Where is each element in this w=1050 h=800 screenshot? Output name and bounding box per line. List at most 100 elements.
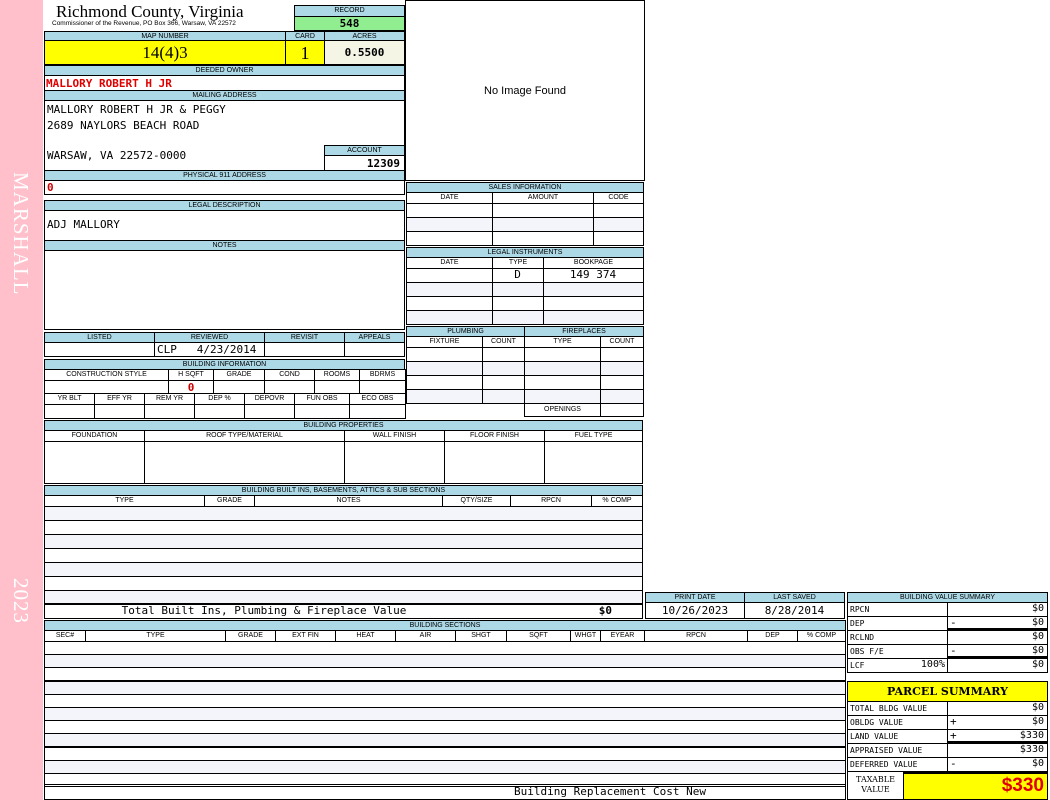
legal-description-value: ADJ MALLORY — [47, 218, 120, 231]
parcel-summary-row-label: LAND VALUE — [847, 729, 948, 744]
properties-cell — [44, 441, 145, 484]
parcel-summary-row-label: DEFERRED VALUE — [847, 757, 948, 772]
parcel-summary-row-label: APPRAISED VALUE — [847, 743, 948, 758]
building-section-row — [44, 641, 846, 655]
revisit-value — [264, 342, 345, 357]
building-section-row — [44, 733, 846, 748]
building-section-row — [44, 654, 846, 669]
record-value: 548 — [294, 16, 405, 31]
properties-cell — [544, 441, 643, 484]
instrument-row-cell — [543, 282, 644, 297]
fireplace-row-cell — [524, 375, 601, 390]
bvs-row-label: OBS F/E — [847, 644, 948, 659]
instrument-row-cell — [492, 282, 544, 297]
parcel-summary-row-label: OBLDG VALUE — [847, 715, 948, 730]
bvs-row-label: DEP — [847, 616, 948, 631]
sales-row-cell — [593, 203, 644, 218]
fireplace-row-cell — [600, 361, 644, 376]
building-section-row — [44, 773, 846, 787]
parcel-summary-value-cell — [947, 729, 1048, 744]
notes-area — [44, 250, 405, 330]
physical-address: 0 — [44, 180, 405, 195]
plumbing-row-cell — [406, 375, 483, 390]
sales-row-cell — [406, 203, 493, 218]
bvs-row-value: $0 — [1031, 659, 1044, 670]
built-ins-row — [44, 576, 643, 591]
instrument-type: D — [514, 268, 521, 281]
taxable-value-label: TAXABLE VALUE — [847, 771, 904, 800]
parcel-summary-sign — [950, 701, 962, 715]
building-section-row — [44, 667, 846, 682]
building-info-cell — [359, 380, 406, 394]
parcel-summary-value: $0 — [1031, 758, 1044, 769]
county-title: Richmond County, Virginia — [56, 2, 244, 21]
sales-row-cell — [492, 203, 594, 218]
fireplace-row-cell — [524, 347, 601, 362]
plumbing-row-cell — [406, 389, 483, 404]
appeals-value — [344, 342, 405, 357]
bvs-row-sign: - — [950, 644, 957, 657]
sales-row-cell — [593, 231, 644, 246]
plumbing-row-cell — [482, 389, 525, 404]
building-section-row — [44, 680, 846, 695]
openings-label: OPENINGS — [524, 403, 601, 417]
sales-row-cell — [492, 231, 594, 246]
parcel-summary-sign: - — [950, 757, 957, 770]
building-section-row — [44, 720, 846, 735]
instrument-row-cell — [406, 282, 493, 297]
built-ins-total-value: $0 — [598, 604, 612, 617]
property-image-placeholder: No Image Found — [405, 0, 645, 181]
parcel-summary-label: PARCEL SUMMARY — [847, 681, 1048, 702]
building-info-cell — [144, 404, 195, 419]
instrument-row-cell — [406, 310, 493, 325]
building-section-row — [44, 759, 846, 774]
bvs-row-sign — [950, 658, 962, 672]
bvs-row-value: $0 — [1031, 645, 1044, 656]
bvs-row-label: RCLND — [847, 630, 948, 645]
parcel-summary-value: $330 — [1019, 730, 1044, 741]
parcel-summary-value: $330 — [1019, 744, 1044, 755]
building-info-cell — [314, 380, 360, 394]
plumbing-row-cell — [406, 347, 483, 362]
print-date: 10/26/2023 — [645, 602, 745, 619]
acres-value: 0.5500 — [324, 40, 405, 65]
legal-description: ADJ MALLORY — [44, 210, 405, 241]
parcel-summary-value: $0 — [1031, 702, 1044, 713]
building-section-row — [44, 707, 846, 721]
bvs-row-value-cell — [947, 644, 1048, 659]
building-info-cell — [44, 404, 95, 419]
bvs-row-value-cell — [947, 616, 1048, 631]
replacement-cost-label: Building Replacement Cost New — [513, 785, 707, 798]
openings-value — [600, 403, 644, 417]
reviewed-value: CLP 4/23/2014 — [154, 342, 265, 357]
sales-row-cell — [492, 217, 594, 232]
listed-value — [44, 342, 155, 357]
properties-cell — [344, 441, 445, 484]
sales-row-cell — [406, 231, 493, 246]
parcel-summary-row-label: TOTAL BLDG VALUE — [847, 701, 948, 716]
instrument-row-cell — [543, 296, 644, 311]
plumbing-row-cell — [482, 347, 525, 362]
fireplace-row-cell — [524, 389, 601, 404]
fireplace-row-cell — [600, 389, 644, 404]
lcf-percent: 100% — [920, 659, 945, 670]
last-saved: 8/28/2014 — [744, 602, 845, 619]
instrument-row-cell — [492, 296, 544, 311]
parcel-summary-sign: + — [950, 715, 957, 728]
parcel-summary-sign: + — [950, 729, 957, 742]
hsqft-value: 0 — [187, 381, 195, 394]
built-ins-row — [44, 548, 643, 563]
bvs-row-sign — [950, 602, 962, 616]
building-info-cell — [194, 404, 245, 419]
sales-row-cell — [593, 217, 644, 232]
bvs-row-label: RPCN — [847, 602, 948, 617]
built-ins-row — [44, 562, 643, 577]
instrument-bookpage: 149 374 — [569, 268, 617, 281]
bvs-row-sign: - — [950, 616, 957, 629]
bvs-row-value-cell — [947, 658, 1048, 673]
built-ins-row — [44, 520, 643, 535]
building-info-cell — [213, 380, 265, 394]
instrument-row-cell — [543, 310, 644, 325]
fireplace-row-cell — [524, 361, 601, 376]
building-section-row — [44, 746, 846, 761]
